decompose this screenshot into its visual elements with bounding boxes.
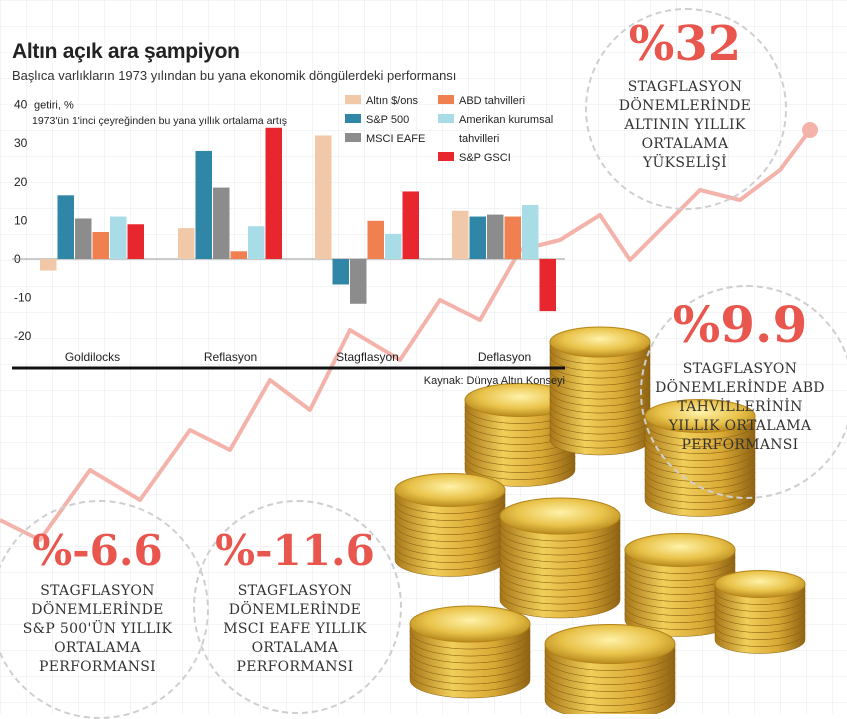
chart-source: Kaynak: Dünya Altın Konseyi bbox=[424, 375, 565, 387]
coin-face bbox=[394, 473, 506, 507]
bar-stagflasyon-1 bbox=[332, 259, 349, 285]
stat-eafe: %-11.6 STAGFLASYON DÖNEMLERİNDE MSCI EAF… bbox=[195, 530, 395, 677]
bar-stagflasyon-5 bbox=[402, 191, 419, 259]
stat-sp500: %-6.6 STAGFLASYON DÖNEMLERİNDE S&P 500'Ü… bbox=[10, 530, 185, 677]
bar-goldilocks-4 bbox=[110, 216, 127, 259]
legend-swatch-0 bbox=[345, 95, 361, 104]
stat-circle-gold bbox=[585, 8, 787, 210]
bar-reflasyon-0 bbox=[178, 228, 195, 259]
bar-reflasyon-1 bbox=[195, 150, 212, 259]
chart-note: 1973'ün 1'inci çeyreğinden bu yana yıllı… bbox=[32, 115, 287, 127]
x-tick-label: Stagflasyon bbox=[336, 350, 399, 364]
bar-reflasyon-2 bbox=[213, 187, 230, 259]
bar-deflasyon-3 bbox=[504, 216, 521, 259]
legend-swatch-2 bbox=[345, 133, 361, 142]
coin-face bbox=[714, 570, 806, 598]
bar-stagflasyon-2 bbox=[350, 259, 367, 304]
chart-title: Altın açık ara şampiyon bbox=[12, 40, 240, 63]
y-tick-label: 20 bbox=[14, 175, 28, 189]
bar-deflasyon-0 bbox=[452, 210, 469, 259]
x-tick-label: Reflasyon bbox=[204, 350, 257, 364]
stat-circle-eafe bbox=[193, 500, 402, 714]
y-tick-label: 40 bbox=[14, 98, 28, 112]
legend-label-1: S&P 500 bbox=[366, 114, 409, 126]
y-axis-label: getiri, % bbox=[34, 100, 74, 112]
y-tick-label: 30 bbox=[14, 136, 28, 150]
coin-face bbox=[544, 624, 676, 664]
bar-reflasyon-5 bbox=[265, 127, 282, 259]
x-tick-label: Deflasyon bbox=[478, 350, 531, 364]
stat-bonds-text: STAGFLASYON DÖNEMLERİNDE ABD TAHVİLLERİN… bbox=[655, 361, 825, 453]
coin-face bbox=[549, 326, 651, 358]
legend-label-2: MSCI EAFE bbox=[366, 133, 425, 145]
y-tick-label: -20 bbox=[14, 329, 32, 343]
gold-coin-stacks bbox=[394, 326, 806, 714]
stat-circle-bonds bbox=[640, 285, 847, 499]
bar-reflasyon-4 bbox=[248, 226, 265, 259]
bar-reflasyon-3 bbox=[230, 251, 247, 259]
stat-sp500-text: STAGFLASYON DÖNEMLERİNDE S&P 500'ÜN YILL… bbox=[22, 583, 173, 675]
legend-swatch-1 bbox=[345, 114, 361, 123]
bar-deflasyon-2 bbox=[487, 214, 504, 259]
legend-swatch-3 bbox=[438, 95, 454, 104]
legend-label-0: Altın $/ons bbox=[366, 95, 418, 107]
legend-label-4-cont: tahvilleri bbox=[459, 133, 499, 145]
bar-deflasyon-4 bbox=[522, 204, 539, 259]
bar-deflasyon-1 bbox=[469, 216, 486, 259]
trend-endpoint bbox=[802, 122, 818, 138]
y-tick-label: -10 bbox=[14, 291, 32, 305]
legend-swatch-5 bbox=[438, 152, 454, 161]
bar-goldilocks-2 bbox=[75, 218, 92, 259]
bar-goldilocks-5 bbox=[127, 224, 144, 259]
coin-face bbox=[624, 533, 736, 567]
stat-sp500-value: %-6.6 bbox=[32, 526, 163, 575]
bar-deflasyon-5 bbox=[539, 259, 556, 312]
stat-gold: %32 STAGFLASYON DÖNEMLERİNDE ALTININ YIL… bbox=[590, 20, 780, 173]
bar-stagflasyon-4 bbox=[385, 233, 402, 259]
coin-face bbox=[499, 497, 621, 535]
stat-eafe-text: STAGFLASYON DÖNEMLERİNDE MSCI EAFE YILLI… bbox=[223, 583, 367, 675]
legend-swatch-4 bbox=[438, 114, 454, 123]
chart-subtitle: Başlıca varlıkların 1973 yılından bu yan… bbox=[12, 68, 457, 83]
y-tick-label: 10 bbox=[14, 213, 28, 227]
x-tick-label: Goldilocks bbox=[65, 350, 120, 364]
bar-goldilocks-1 bbox=[57, 195, 74, 259]
legend-label-5: S&P GSCI bbox=[459, 152, 511, 164]
legend-label-4: Amerikan kurumsal bbox=[459, 114, 553, 126]
stat-gold-text: STAGFLASYON DÖNEMLERİNDE ALTININ YILLIK … bbox=[618, 79, 752, 171]
bar-stagflasyon-3 bbox=[367, 220, 384, 259]
stat-bonds: %9.9 STAGFLASYON DÖNEMLERİNDE ABD TAHVİL… bbox=[640, 300, 840, 455]
coin-face bbox=[409, 605, 531, 643]
stat-bonds-value: %9.9 bbox=[672, 295, 808, 354]
bar-goldilocks-0 bbox=[40, 259, 57, 271]
legend-label-3: ABD tahvilleri bbox=[459, 95, 525, 107]
bar-goldilocks-3 bbox=[92, 231, 109, 259]
bar-stagflasyon-0 bbox=[315, 135, 332, 259]
stat-gold-value: %32 bbox=[628, 16, 742, 72]
stat-eafe-value: %-11.6 bbox=[215, 526, 375, 575]
